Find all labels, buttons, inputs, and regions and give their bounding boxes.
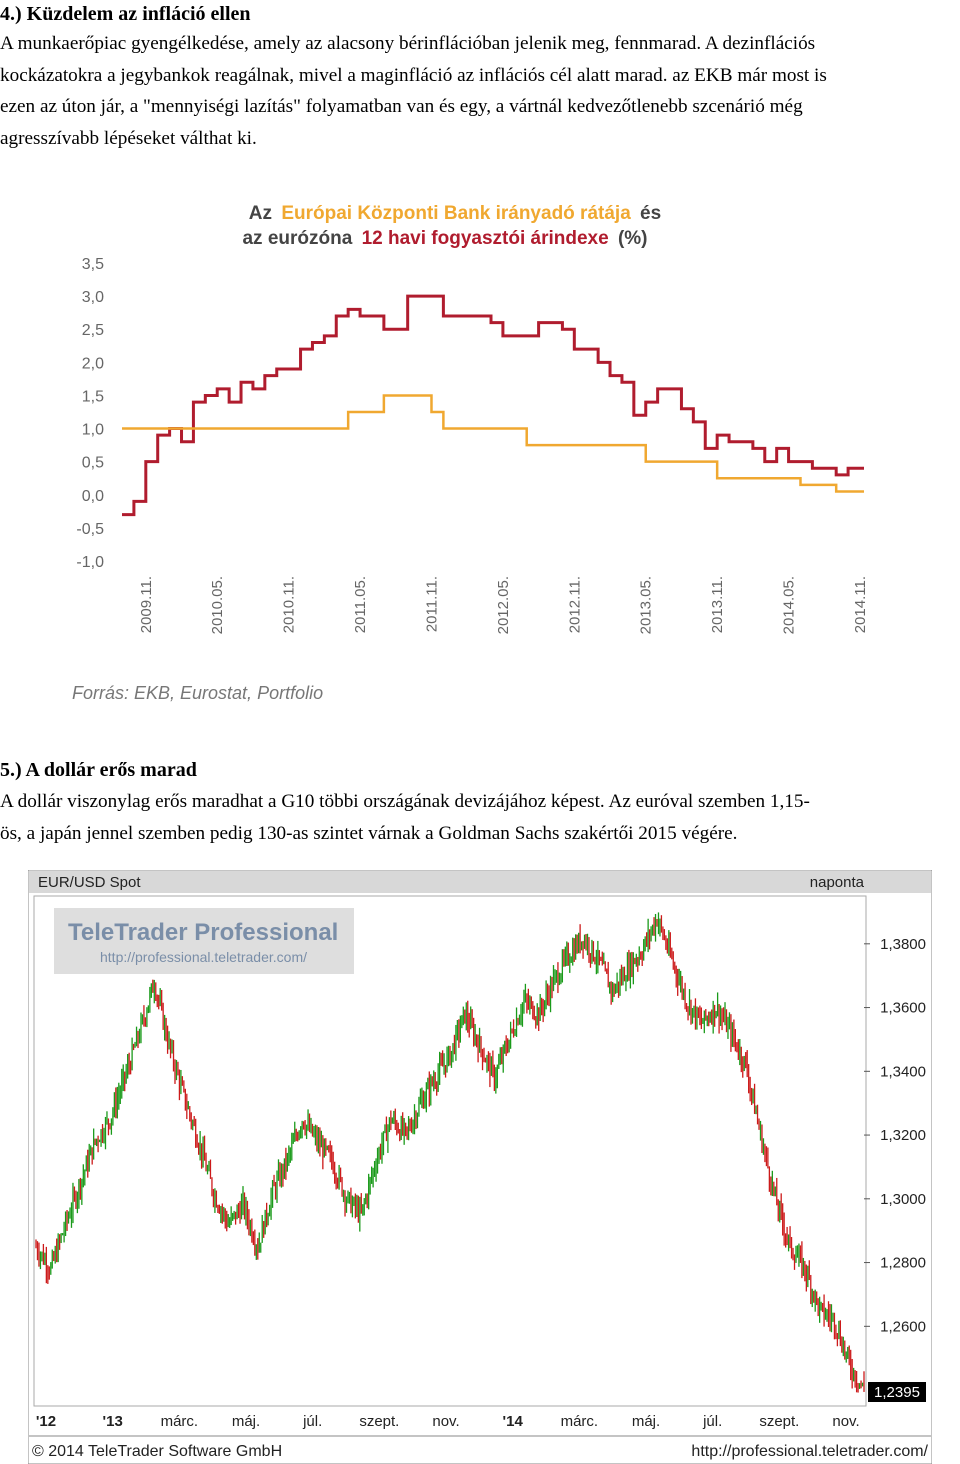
x-tick-label: júl.	[302, 1413, 322, 1430]
y-tick-label: 1,3800	[880, 936, 926, 953]
x-tick-label: '14	[503, 1413, 524, 1430]
x-tick-label: márc.	[561, 1413, 599, 1430]
x-tick-label: '13	[103, 1413, 123, 1430]
chart-title-line2: az eurózóna 12 havi fogyasztói árindexe …	[242, 228, 647, 249]
header-interval: naponta	[810, 874, 865, 891]
x-tick-label: 2012.05.	[495, 576, 512, 634]
x-tick-label: márc.	[161, 1413, 199, 1430]
x-tick-label: 2013.05.	[638, 576, 655, 634]
header-symbol: EUR/USD Spot	[38, 874, 141, 891]
y-tick-label: 1,2600	[880, 1318, 926, 1335]
paragraph-line: A munkaerőpiac gyengélkedése, amely az a…	[0, 28, 958, 60]
cpi-line	[122, 296, 864, 515]
x-tick-label: nov.	[832, 1413, 859, 1430]
series-lines	[122, 296, 864, 515]
x-tick-label: 2010.11.	[281, 576, 298, 633]
x-tick-label: 2014.05.	[781, 576, 798, 634]
y-tick-label: 1,0	[82, 422, 104, 439]
watermark-title: TeleTrader Professional	[68, 919, 338, 946]
paragraph-line: ös, a japán jennel szemben pedig 130-as …	[0, 818, 958, 850]
x-tick-label: 2012.11.	[566, 576, 583, 633]
y-axis-ticks: 3,5 3,0 2,5 2,0 1,5 1,0 0,5 0,0 -0,5 -1,0	[76, 256, 104, 571]
title-word: és	[640, 203, 661, 224]
y-tick-label: 1,3400	[880, 1063, 926, 1080]
chart-header	[29, 871, 931, 893]
x-tick-label: máj.	[632, 1413, 660, 1430]
title-word: Európai Központi Bank irányadó rátája	[281, 203, 631, 224]
x-axis-ticks: 2009.11. 2010.05. 2010.11. 2011.05. 2011.11.…	[138, 576, 869, 634]
section5-paragraph: A dollár viszonylag erős maradhat a G10 …	[0, 786, 958, 849]
paragraph-line: ezen az úton jár, a "mennyiségi lazítás"…	[0, 91, 958, 123]
paragraph-line: kockázatokra a jegybankok reagálnak, miv…	[0, 60, 958, 92]
x-tick-label: 2010.05.	[209, 576, 226, 634]
y-tick-label: 2,0	[82, 355, 104, 372]
x-tick-label: 2014.11.	[852, 576, 869, 633]
y-tick-label: -0,5	[76, 521, 104, 538]
x-tick-label: 2011.05.	[352, 576, 369, 633]
title-word: 12 havi fogyasztói árindexe	[362, 228, 609, 249]
x-tick-label: máj.	[232, 1413, 260, 1430]
y-tick-label: 0,0	[82, 488, 104, 505]
x-tick-label: szept.	[359, 1413, 399, 1430]
title-word: Az	[249, 203, 272, 224]
footer-url: http://professional.teletrader.com/	[691, 1443, 928, 1460]
x-tick-label: '12	[36, 1413, 56, 1430]
chart-source: Forrás: EKB, Eurostat, Portfolio	[72, 683, 323, 703]
y-tick-label: 1,3000	[880, 1191, 926, 1208]
watermark-url: http://professional.teletrader.com/	[100, 949, 307, 965]
section4-paragraph: A munkaerőpiac gyengélkedése, amely az a…	[0, 28, 958, 154]
x-tick-label: 2013.11.	[709, 576, 726, 633]
y-tick-label: 1,3600	[880, 1000, 926, 1017]
y-tick-label: 1,3200	[880, 1127, 926, 1144]
x-tick-label: júl.	[702, 1413, 722, 1430]
y-tick-label: 3,5	[82, 256, 104, 273]
paragraph-line: A dollár viszonylag erős maradhat a G10 …	[0, 786, 958, 818]
title-word: az eurózóna	[242, 228, 352, 249]
footer-copyright: © 2014 TeleTrader Software GmbH	[32, 1443, 282, 1460]
y-tick-label: -1,0	[76, 554, 104, 571]
title-word: (%)	[618, 228, 648, 249]
x-tick-label: 2011.11.	[423, 576, 440, 632]
y-tick-label: 2,5	[82, 322, 104, 339]
paragraph-line: agresszívabb lépéseket válthat ki.	[0, 123, 958, 155]
eurusd-chart: EUR/USD Spot naponta TeleTrader Professi…	[28, 870, 932, 1464]
x-tick-label: nov.	[432, 1413, 459, 1430]
x-tick-label: szept.	[759, 1413, 799, 1430]
y-tick-label: 3,0	[82, 289, 104, 306]
chart-title-line1: Az Európai Központi Bank irányadó rátája…	[249, 203, 661, 224]
last-value: 1,2395	[874, 1384, 920, 1401]
x-tick-label: 2009.11.	[138, 576, 155, 633]
y-tick-label: 1,5	[82, 388, 104, 405]
section4-title: 4.) Küzdelem az infláció ellen	[0, 2, 251, 26]
ecb-rate-inflation-chart: Az Európai Központi Bank irányadó rátája…	[60, 196, 890, 716]
y-tick-label: 1,2800	[880, 1255, 926, 1272]
section5-title: 5.) A dollár erős marad	[0, 758, 197, 782]
y-tick-label: 0,5	[82, 455, 104, 472]
